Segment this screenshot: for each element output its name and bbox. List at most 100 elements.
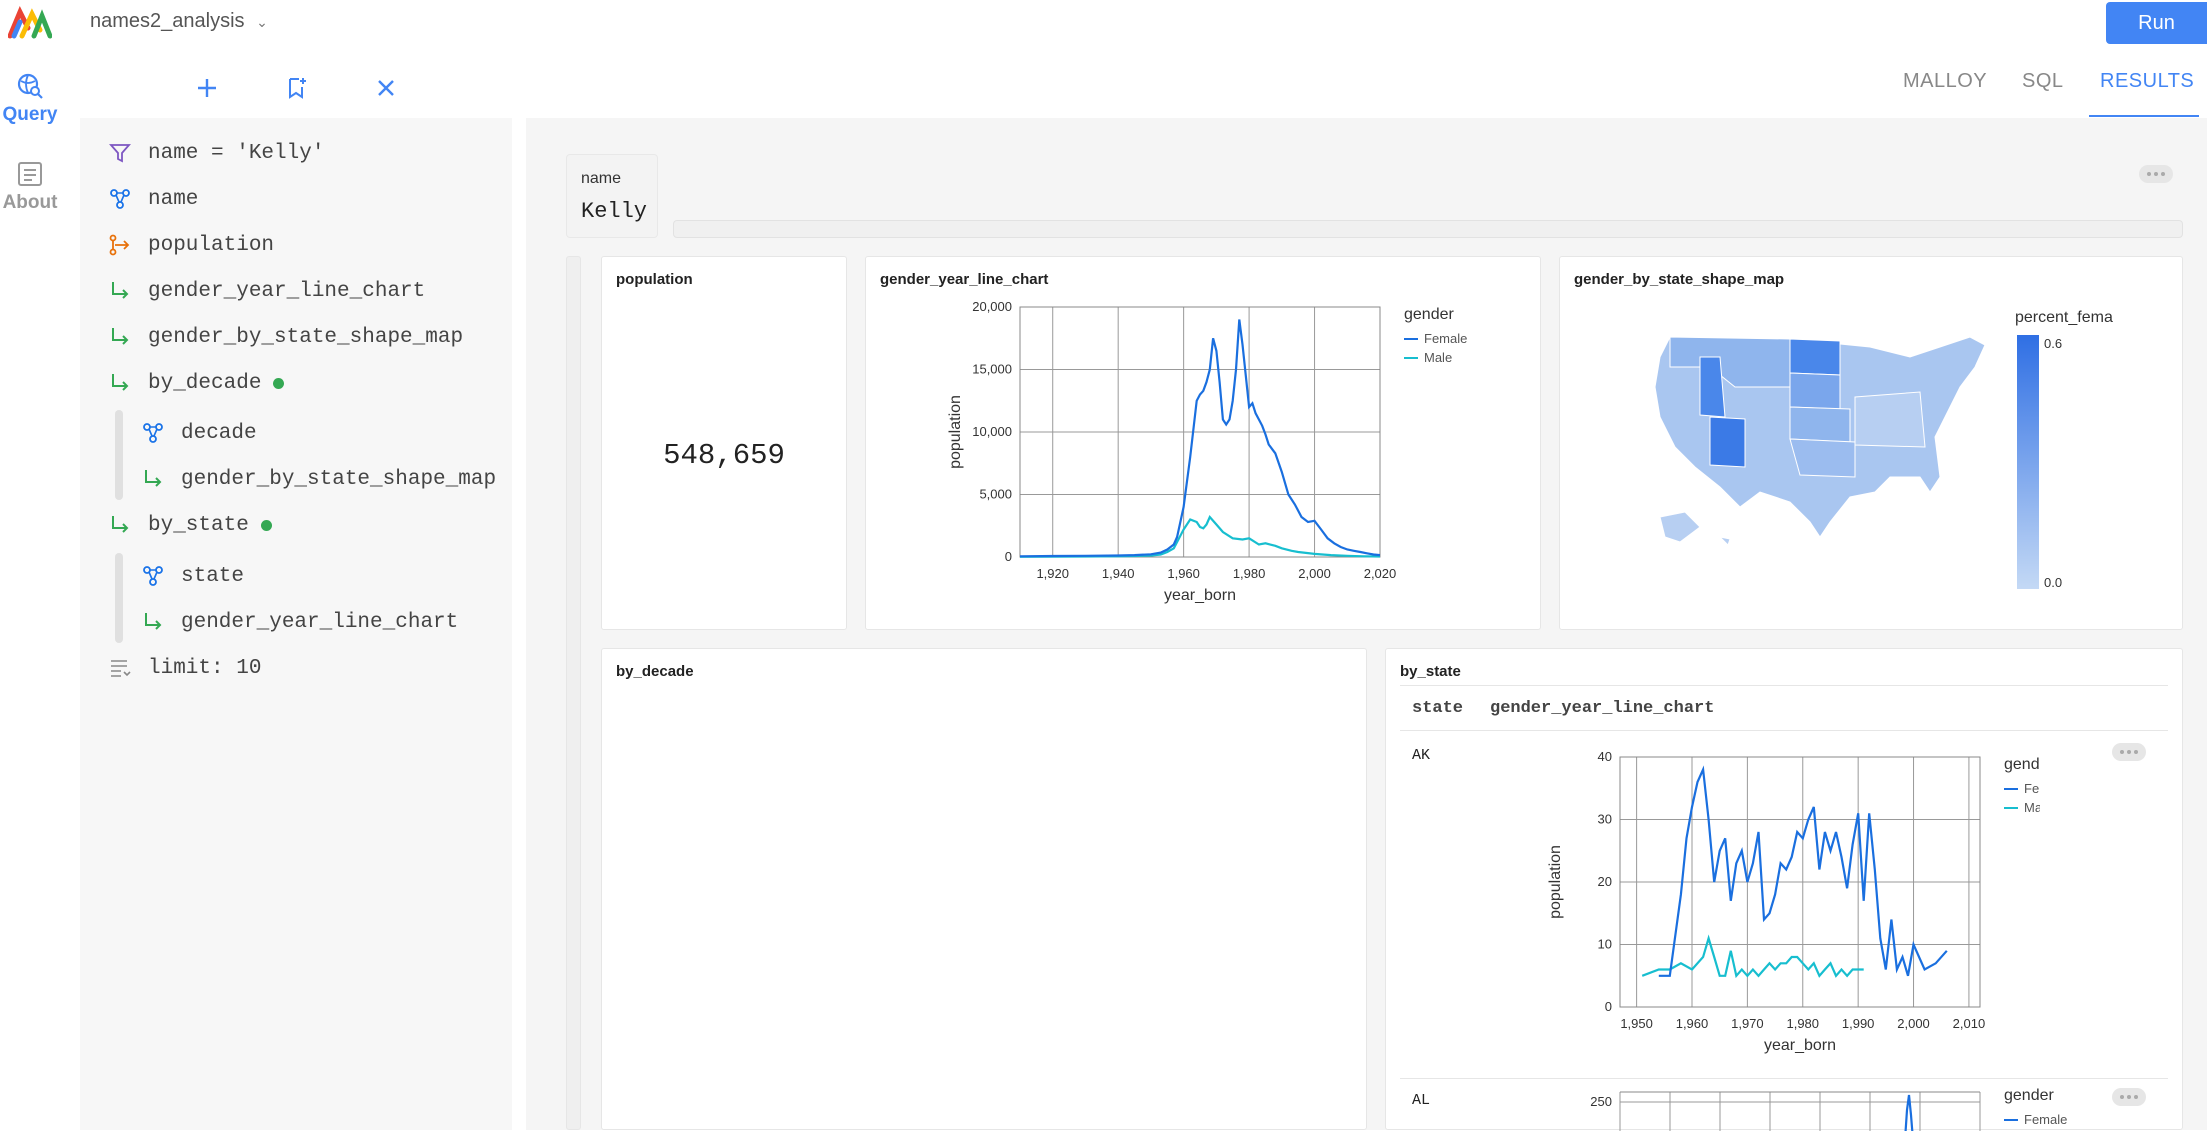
y-tick-label: 20 <box>1598 874 1612 889</box>
chevron-down-icon: ⌄ <box>256 14 268 30</box>
nest-gender-by-state-shape-map[interactable]: gender_by_state_shape_map <box>108 317 463 357</box>
row-gutter <box>566 256 581 1130</box>
y-tick-label: 20,000 <box>972 299 1012 314</box>
group-by-decade[interactable]: decade <box>141 413 257 453</box>
y-tick-label: 5,000 <box>979 487 1012 502</box>
line-chart-title: gender_year_line_chart <box>880 271 1049 288</box>
y-tick-label: 15,000 <box>972 362 1012 377</box>
x-tick-label: 1,920 <box>1036 566 1069 581</box>
clear-query-button[interactable] <box>369 71 403 105</box>
nest-gender-year-line-chart[interactable]: gender_year_line_chart <box>108 271 425 311</box>
legend-entry: Male <box>1424 350 1452 365</box>
series-line-female <box>1019 319 1381 558</box>
bookmark-add-icon <box>289 78 306 99</box>
group-by-icon <box>141 564 165 588</box>
x-tick-label: 1,980 <box>1786 1016 1819 1031</box>
table-row: AK 0 10 20 30 40 1,950 1,960 1,970 1,980 1,990 2,0… <box>1400 731 2168 1079</box>
y-tick-label: 0 <box>1005 549 1012 564</box>
x-axis-label: year_born <box>1164 587 1236 604</box>
name-chip-value: Kelly <box>581 199 648 224</box>
name-chip-label: name <box>581 170 622 187</box>
series-line-female <box>1904 1094 1914 1131</box>
nav-query[interactable]: Query <box>0 72 60 126</box>
by-state-table-header: state gender_year_line_chart <box>1400 685 2168 731</box>
us-shape-map <box>1654 336 1986 546</box>
nest-arrow-icon <box>108 513 132 537</box>
group-by-icon <box>141 421 165 445</box>
by-state-title: by_state <box>1400 663 1461 680</box>
nest-indent-bar <box>115 553 123 643</box>
run-button[interactable]: Run <box>2106 2 2207 44</box>
y-axis-label: population <box>1547 845 1564 919</box>
by-state-card: by_state state gender_year_line_chart AK… <box>1385 648 2183 1131</box>
active-tab-indicator <box>2089 115 2199 117</box>
group-by-name[interactable]: name <box>108 179 198 219</box>
y-tick-label: 40 <box>1598 749 1612 764</box>
map-state-region <box>1659 511 1701 543</box>
nest-arrow-icon <box>108 325 132 349</box>
nest-arrow-icon <box>108 279 132 303</box>
group-by-state[interactable]: state <box>141 556 244 596</box>
x-tick-label: 1,940 <box>1102 566 1135 581</box>
y-tick-label: 250 <box>1590 1094 1612 1109</box>
nav-about[interactable]: About <box>0 160 60 214</box>
save-view-button[interactable] <box>280 71 314 105</box>
map-state-region <box>1709 416 1746 468</box>
add-button[interactable] <box>190 71 224 105</box>
series-line-male <box>1019 514 1381 558</box>
limit-label: limit: 10 <box>148 656 262 680</box>
row-more-options-button[interactable] <box>2112 743 2146 761</box>
table-row: AL 250 gender Female <box>1400 1080 2168 1131</box>
tab-sql[interactable]: SQL <box>2022 70 2064 92</box>
row-more-options-button[interactable] <box>2112 1088 2146 1106</box>
nest-by-state[interactable]: by_state <box>108 505 272 545</box>
line-chart-card: gender_year_line_chart 0 5,000 10,000 15,00… <box>865 256 1541 630</box>
document-icon <box>18 162 42 186</box>
legend-title: gender <box>1404 306 1454 323</box>
row-state-ak: AK <box>1412 747 1431 764</box>
group-by-icon <box>108 187 132 211</box>
query-globe-icon <box>17 73 43 99</box>
x-tick-label: 2,020 <box>1364 566 1397 581</box>
shape-map-title: gender_by_state_shape_map <box>1574 271 1785 288</box>
x-axis-label: year_born <box>1764 1037 1836 1054</box>
nest-indent-bar <box>115 410 123 500</box>
col-chart-header: gender_year_line_chart <box>1490 699 1715 718</box>
limit-item[interactable]: limit: 10 <box>108 648 261 688</box>
nest-arrow-icon <box>141 467 165 491</box>
y-axis-label: population <box>947 395 964 469</box>
top-bar: names2_analysis ⌄ Run <box>0 0 2207 44</box>
field-line-chart-label: gender_year_line_chart <box>148 279 426 303</box>
row-scroll-bar[interactable] <box>673 220 2183 238</box>
al-line-chart: 250 gender Female <box>1590 1087 2067 1131</box>
nav-query-label: Query <box>2 104 58 125</box>
aggregate-population[interactable]: population <box>108 225 274 265</box>
plot-frame <box>1619 756 1981 1008</box>
nested-shape-map[interactable]: gender_by_state_shape_map <box>141 459 496 499</box>
ak-line-chart: 0 10 20 30 40 1,950 1,960 1,970 1,980 1,990 2,000 2… <box>1547 749 2040 1054</box>
model-selector[interactable]: names2_analysis ⌄ <box>90 10 268 33</box>
x-tick-label: 2,010 <box>1953 1016 1986 1031</box>
tab-malloy[interactable]: MALLOY <box>1903 70 1988 92</box>
by-decade-card: by_decade <box>601 648 1367 1130</box>
x-tick-label: 2,000 <box>1897 1016 1930 1031</box>
by-decade-title: by_decade <box>616 663 694 680</box>
map-state-region <box>1789 338 1841 376</box>
y-tick-label: 0 <box>1605 999 1612 1014</box>
field-by-decade-label: by_decade <box>148 371 262 395</box>
y-tick-label: 10 <box>1598 937 1612 952</box>
plot-frame <box>1019 306 1381 558</box>
legend-entry: Female <box>1424 331 1467 346</box>
col-state-header: state <box>1412 699 1464 718</box>
nest-by-decade[interactable]: by_decade <box>108 363 285 403</box>
tab-results[interactable]: RESULTS <box>2100 70 2195 92</box>
x-tick-label: 1,990 <box>1842 1016 1875 1031</box>
nested-line-chart[interactable]: gender_year_line_chart <box>141 602 458 642</box>
field-population-label: population <box>148 233 275 257</box>
field-nested-shape-map-label: gender_by_state_shape_map <box>181 467 497 491</box>
more-options-button[interactable] <box>2139 165 2173 183</box>
status-dot <box>260 519 272 531</box>
filter-item[interactable]: name = 'Kelly' <box>108 133 324 173</box>
legend-entry: Female <box>2024 781 2040 796</box>
legend-max: 0.6 <box>2044 336 2063 351</box>
